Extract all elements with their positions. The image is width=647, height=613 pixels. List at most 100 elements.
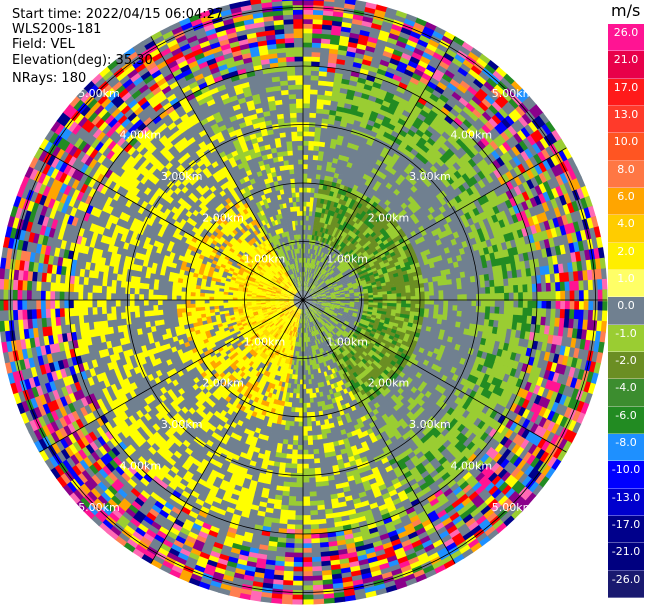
velocity-gate — [296, 464, 303, 469]
velocity-gate — [302, 585, 313, 590]
velocity-gate — [406, 300, 411, 304]
velocity-gate — [293, 435, 299, 440]
velocity-gate — [308, 468, 315, 473]
velocity-gate — [270, 598, 282, 604]
velocity-gate — [302, 501, 310, 506]
velocity-gate — [602, 311, 608, 323]
velocity-gate — [555, 309, 561, 319]
velocity-gate — [295, 496, 303, 501]
velocity-gate — [297, 454, 303, 459]
velocity-gate — [307, 421, 312, 426]
velocity-gate — [302, 595, 314, 600]
velocity-gate — [300, 366, 303, 371]
velocity-gate — [302, 525, 311, 530]
velocity-gate — [588, 300, 593, 311]
velocity-gate — [288, 496, 296, 502]
velocity-gate — [309, 496, 317, 501]
velocity-gate — [306, 379, 309, 384]
velocity-gate — [311, 552, 321, 558]
velocity-gate — [471, 306, 477, 313]
velocity-gate — [309, 505, 317, 511]
velocity-gate — [314, 463, 321, 469]
velocity-gate — [293, 553, 303, 558]
velocity-gate — [293, 543, 303, 548]
velocity-gate — [541, 308, 547, 318]
velocity-gate — [518, 300, 523, 309]
velocity-gate — [560, 309, 566, 319]
velocity-gate — [311, 547, 321, 553]
velocity-gate — [499, 307, 505, 315]
velocity-gate — [565, 300, 570, 310]
velocity-gate — [307, 440, 313, 445]
velocity-gate — [302, 553, 312, 558]
velocity-gate — [302, 506, 310, 511]
velocity-gate — [323, 598, 335, 604]
velocity-gate — [312, 440, 318, 446]
velocity-gate — [305, 361, 308, 366]
velocity-gate — [504, 300, 509, 308]
velocity-gate — [536, 308, 542, 317]
velocity-gate — [292, 440, 298, 445]
velocity-gate — [310, 524, 319, 530]
velocity-gate — [513, 300, 518, 308]
velocity-gate — [287, 510, 296, 516]
velocity-gate — [285, 533, 294, 539]
velocity-gate — [457, 305, 462, 311]
velocity-gate — [299, 403, 303, 408]
velocity-gate — [546, 309, 552, 319]
velocity-gate — [424, 304, 429, 309]
velocity-gate — [292, 567, 303, 572]
velocity-gate — [306, 398, 310, 403]
velocity-gate — [292, 585, 303, 590]
velocity-gate — [306, 389, 310, 394]
velocity-gate — [439, 300, 444, 306]
velocity-gate — [457, 300, 462, 306]
velocity-gate — [490, 307, 496, 315]
velocity-gate — [556, 300, 561, 310]
velocity-gate — [485, 306, 491, 313]
velocity-gate — [284, 557, 294, 563]
velocity-gate — [294, 539, 304, 544]
velocity-gate — [307, 435, 313, 440]
velocity-gate — [546, 300, 551, 310]
velocity-gate — [312, 435, 318, 441]
velocity-gate — [312, 430, 318, 436]
velocity-gate — [602, 300, 607, 312]
velocity-gate — [306, 403, 310, 408]
velocity-gate — [292, 576, 303, 581]
velocity-gate — [307, 431, 313, 436]
velocity-gate — [292, 581, 303, 586]
velocity-gate — [425, 300, 430, 305]
velocity-gate — [298, 426, 303, 431]
velocity-gate — [310, 519, 319, 525]
velocity-gate — [383, 300, 388, 303]
velocity-gate — [448, 300, 453, 306]
velocity-gate — [522, 308, 528, 317]
velocity-gate — [481, 300, 486, 307]
velocity-gate — [434, 300, 439, 305]
velocity-gate — [443, 300, 448, 306]
velocity-gate — [302, 576, 313, 581]
velocity-gate — [295, 501, 303, 506]
velocity-gate — [306, 393, 310, 398]
velocity-gate — [302, 548, 312, 553]
velocity-gate — [311, 566, 322, 572]
velocity-gate — [295, 492, 303, 497]
velocity-gate — [471, 300, 476, 307]
velocity-gate — [462, 306, 467, 313]
velocity-gate — [309, 477, 316, 482]
velocity-gate — [601, 321, 607, 333]
velocity-gate — [281, 599, 293, 605]
velocity-gate — [574, 300, 579, 311]
velocity-gate — [287, 515, 296, 521]
velocity-gate — [310, 538, 320, 544]
velocity-gate — [308, 454, 314, 459]
velocity-gate — [310, 402, 315, 407]
velocity-gate — [308, 463, 315, 468]
velocity-gate — [290, 468, 297, 474]
velocity-gate — [296, 468, 303, 473]
velocity-gate — [314, 458, 321, 464]
velocity-gate — [308, 445, 314, 450]
velocity-gate — [285, 543, 295, 549]
